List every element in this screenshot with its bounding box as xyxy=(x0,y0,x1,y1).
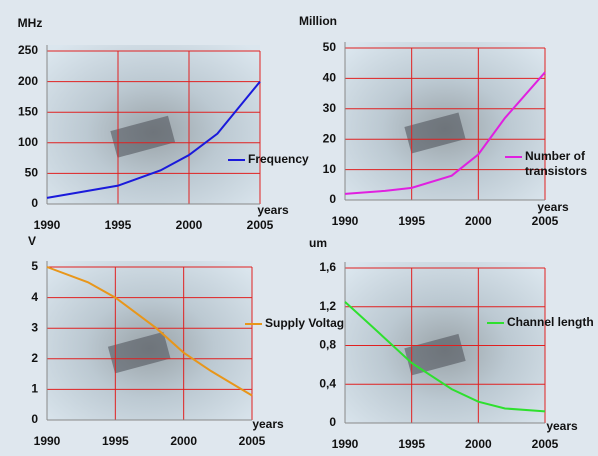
y-tick-label: 40 xyxy=(323,71,337,85)
x-axis-label: years xyxy=(537,200,569,214)
chart-grid: 0501001502002501990199520002005MHzyearsF… xyxy=(0,0,598,456)
y-tick-label: 10 xyxy=(323,162,337,176)
y-tick-label: 0 xyxy=(31,196,38,210)
legend-entry: Number of transistors xyxy=(525,149,595,183)
x-tick-label: 2005 xyxy=(239,434,266,448)
x-tick-label: 1990 xyxy=(34,218,61,232)
legend-label: Number of transistors xyxy=(525,149,595,179)
page: {"chart_data": [ {"type": "line", "y_lab… xyxy=(0,0,598,456)
x-tick-label: 2000 xyxy=(170,434,197,448)
x-tick-label: 1995 xyxy=(105,218,132,232)
y-tick-label: 1,2 xyxy=(319,299,336,313)
y-tick-label: 0 xyxy=(31,412,38,426)
y-tick-label: 0,8 xyxy=(319,338,336,352)
y-tick-label: 0,4 xyxy=(319,376,336,390)
y-tick-label: 30 xyxy=(323,101,337,115)
x-tick-label: 1990 xyxy=(34,434,61,448)
y-tick-label: 0 xyxy=(329,415,336,429)
legend-entry: Channel length xyxy=(507,315,598,349)
x-tick-label: 1995 xyxy=(398,437,425,451)
x-axis-label: years xyxy=(257,203,289,217)
x-tick-label: 2005 xyxy=(532,437,559,451)
x-tick-label: 1990 xyxy=(332,214,359,228)
y-axis-label: MHz xyxy=(18,16,43,30)
x-tick-label: 2000 xyxy=(465,437,492,451)
x-tick-label: 1995 xyxy=(102,434,129,448)
y-tick-label: 250 xyxy=(18,43,38,57)
y-axis-label: V xyxy=(28,234,36,248)
y-tick-label: 150 xyxy=(18,104,38,118)
y-tick-label: 50 xyxy=(323,40,337,54)
y-axis-label: Million xyxy=(299,14,337,28)
y-tick-label: 0 xyxy=(329,192,336,206)
x-tick-label: 2005 xyxy=(247,218,274,232)
x-axis-label: years xyxy=(252,417,284,431)
y-tick-label: 2 xyxy=(31,351,38,365)
x-axis-label: years xyxy=(546,419,578,433)
x-tick-label: 2000 xyxy=(465,214,492,228)
y-tick-label: 200 xyxy=(18,74,38,88)
y-tick-label: 4 xyxy=(31,290,38,304)
y-axis-label: um xyxy=(309,236,327,250)
y-tick-label: 100 xyxy=(18,135,38,149)
y-tick-label: 3 xyxy=(31,320,38,334)
y-tick-label: 1 xyxy=(31,382,38,396)
y-tick-label: 20 xyxy=(323,131,337,145)
y-tick-label: 5 xyxy=(31,259,38,273)
x-tick-label: 2005 xyxy=(532,214,559,228)
x-tick-label: 1995 xyxy=(398,214,425,228)
x-tick-label: 2000 xyxy=(176,218,203,232)
y-tick-label: 1,6 xyxy=(319,260,336,274)
x-tick-label: 1990 xyxy=(332,437,359,451)
y-tick-label: 50 xyxy=(25,166,39,180)
legend-label: Channel length xyxy=(507,315,598,330)
